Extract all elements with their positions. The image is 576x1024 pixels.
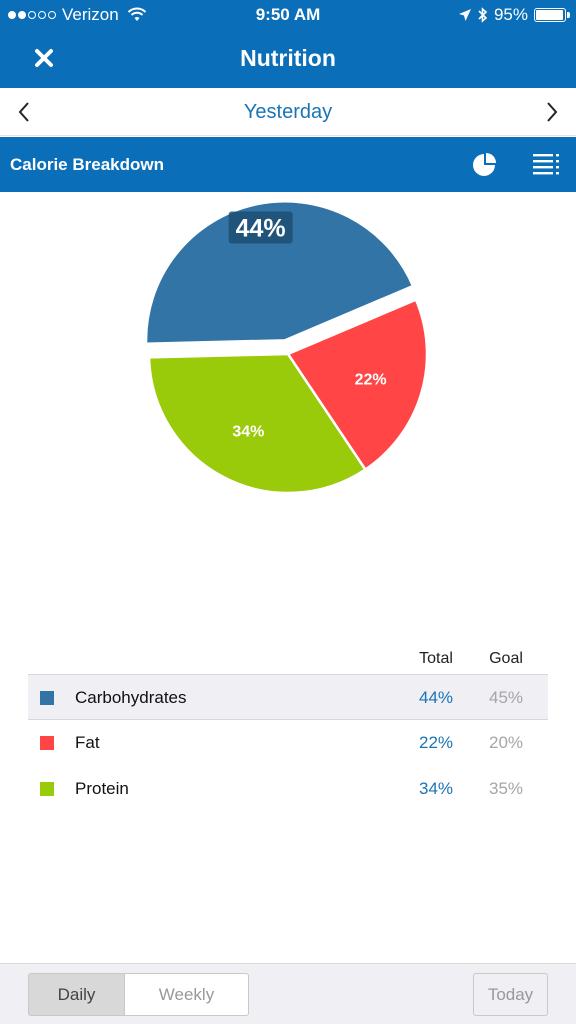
list-icon bbox=[533, 154, 559, 175]
pie-label-carbohydrates: 44% bbox=[236, 215, 286, 243]
pie-view-button[interactable] bbox=[470, 151, 498, 179]
close-x-icon bbox=[35, 49, 53, 67]
header-goal: Goal bbox=[489, 650, 523, 667]
battery-icon bbox=[534, 8, 570, 22]
selected-slice-label-bg bbox=[228, 211, 293, 244]
legend-swatch bbox=[40, 782, 54, 796]
pie-slice-carbohydrates[interactable] bbox=[144, 200, 415, 345]
row-label: Carbohydrates bbox=[75, 688, 187, 707]
carrier-name: Verizon bbox=[62, 5, 119, 24]
status-bar: Verizon 9:50 AM 95% bbox=[0, 0, 576, 30]
pie-slice-protein[interactable] bbox=[147, 352, 368, 495]
table-row-protein[interactable]: Protein 34% 35% bbox=[28, 766, 548, 812]
chevron-left-icon bbox=[18, 102, 29, 122]
status-time: 9:50 AM bbox=[255, 5, 321, 24]
next-day-button[interactable] bbox=[540, 98, 564, 126]
previous-day-button[interactable] bbox=[12, 98, 36, 126]
status-right: 95% bbox=[458, 5, 570, 25]
header-total: Total bbox=[419, 650, 453, 667]
list-view-button[interactable] bbox=[531, 151, 561, 179]
battery-percent: 95% bbox=[493, 5, 528, 24]
row-goal: 45% bbox=[488, 688, 524, 707]
nav-bar: Nutrition bbox=[0, 30, 576, 88]
signal-strength-icon bbox=[8, 11, 58, 19]
bluetooth-icon bbox=[478, 7, 488, 23]
row-goal: 35% bbox=[488, 779, 524, 798]
row-total: 44% bbox=[418, 688, 454, 707]
page-title: Nutrition bbox=[240, 45, 336, 71]
pie-label-fat: 22% bbox=[355, 372, 387, 389]
section-header: Calorie Breakdown bbox=[0, 137, 576, 192]
pie-label-protein: 34% bbox=[232, 424, 264, 441]
location-arrow-icon bbox=[458, 9, 471, 21]
today-button[interactable]: Today bbox=[473, 973, 548, 1016]
wifi-icon bbox=[127, 7, 146, 21]
table-row-carbohydrates[interactable]: Carbohydrates 44% 45% bbox=[28, 674, 548, 720]
daily-tab[interactable]: Daily bbox=[28, 973, 125, 1016]
row-total: 22% bbox=[418, 733, 454, 752]
bottom-toolbar: Daily Weekly Today bbox=[0, 963, 576, 1024]
chevron-right-icon bbox=[547, 102, 558, 122]
status-left: Verizon bbox=[8, 5, 147, 25]
pie-chart-icon bbox=[473, 153, 496, 176]
row-goal: 20% bbox=[488, 733, 524, 752]
legend-swatch bbox=[40, 691, 54, 705]
close-button[interactable] bbox=[28, 42, 60, 74]
row-total: 34% bbox=[418, 779, 454, 798]
pie-chart-svg: 22% 34% 44% bbox=[144, 200, 429, 495]
weekly-tab[interactable]: Weekly bbox=[124, 973, 249, 1016]
date-navigator: Yesterday bbox=[0, 88, 576, 136]
table-row-fat[interactable]: Fat 22% 20% bbox=[28, 720, 548, 766]
pie-slice-fat[interactable] bbox=[286, 298, 429, 472]
date-label[interactable]: Yesterday bbox=[243, 101, 333, 123]
row-label: Fat bbox=[75, 733, 100, 752]
row-label: Protein bbox=[75, 779, 129, 798]
legend-swatch bbox=[40, 736, 54, 750]
calorie-pie-chart: 22% 34% 44% bbox=[0, 192, 576, 612]
section-title: Calorie Breakdown bbox=[10, 155, 164, 174]
table-header: Total Goal bbox=[0, 650, 576, 672]
